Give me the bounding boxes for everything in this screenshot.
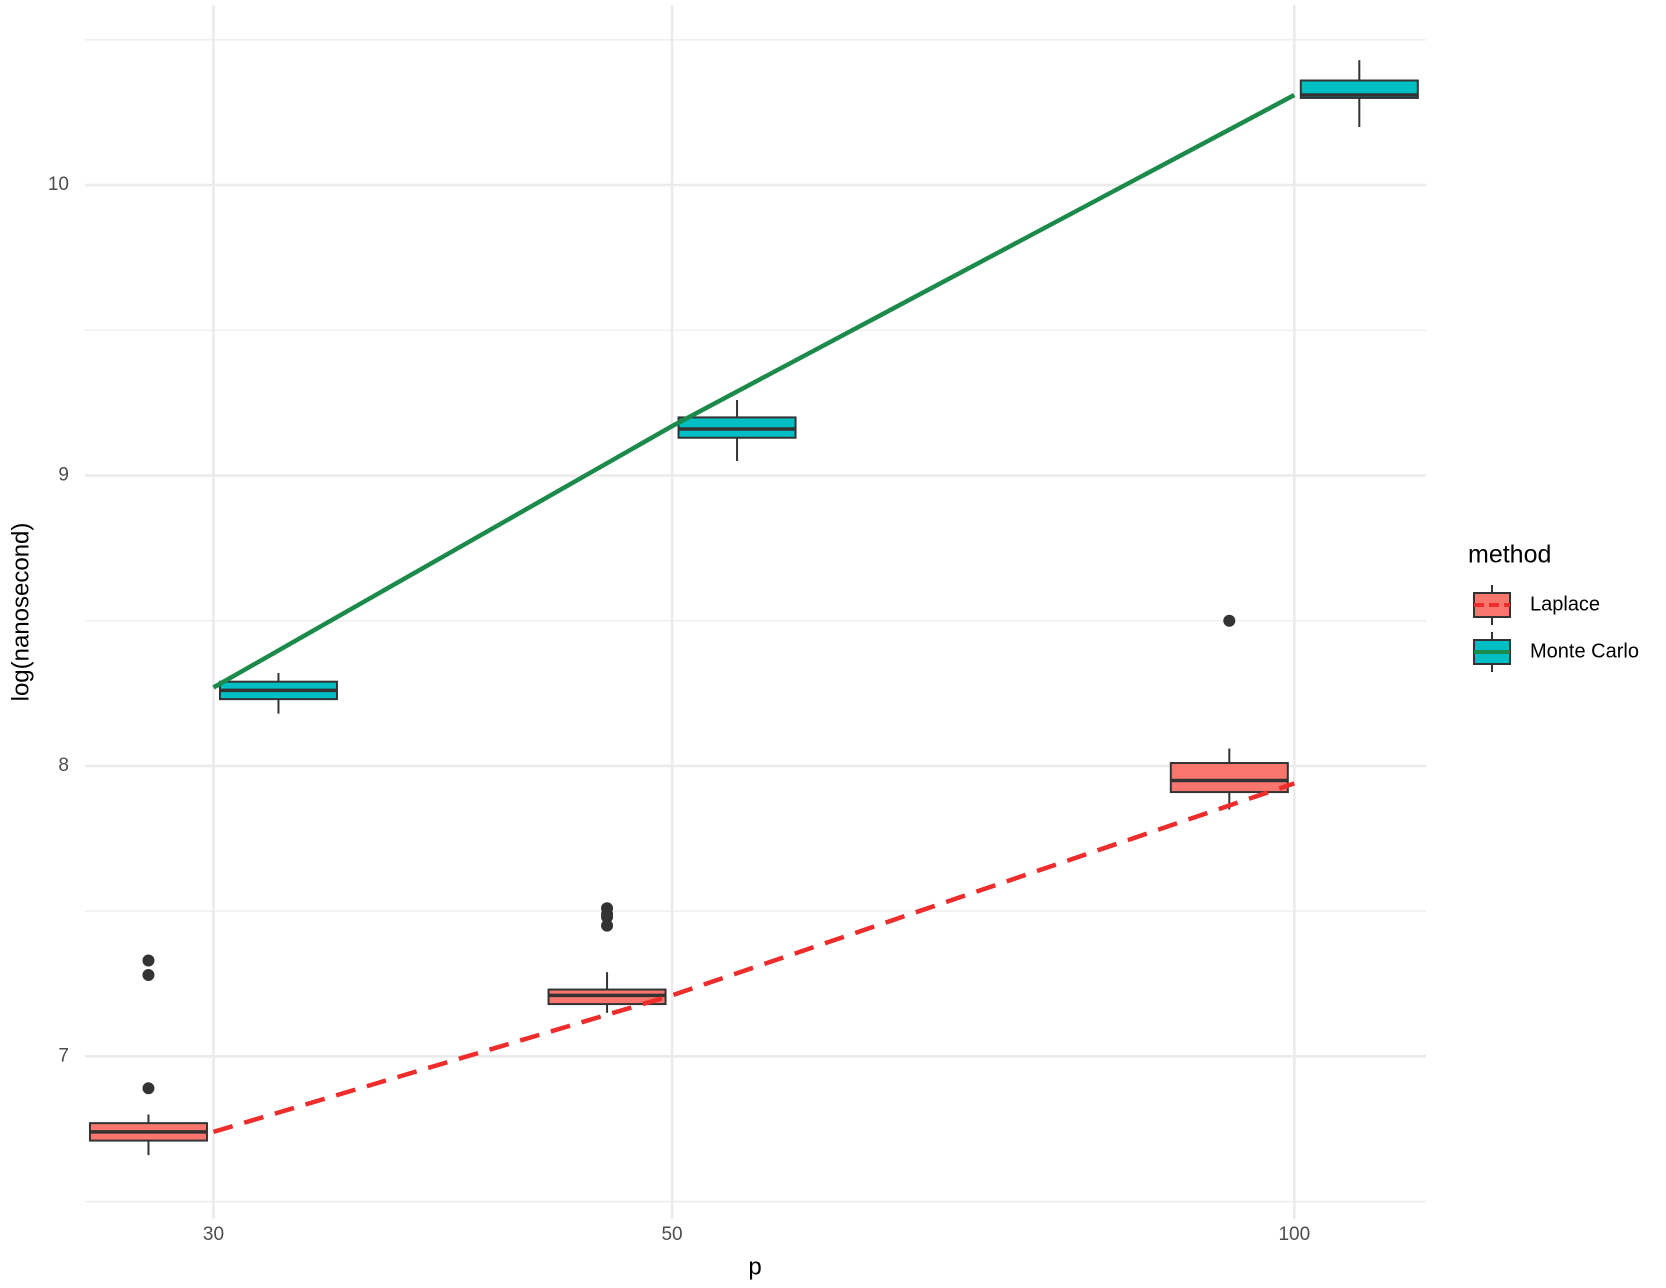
x-axis-title: p (748, 1253, 761, 1280)
x-tick-label: 50 (661, 1224, 682, 1245)
trend-line (212, 93, 1296, 690)
y-tick-label: 8 (58, 755, 69, 776)
grid (85, 5, 1426, 1219)
x-tick-label: 30 (203, 1224, 224, 1245)
x-tick-label: 100 (1278, 1224, 1310, 1245)
box (1169, 762, 1289, 794)
outlier (1223, 614, 1236, 627)
outlier (142, 969, 155, 982)
legend-label: Laplace (1530, 593, 1600, 615)
outlier (601, 910, 614, 923)
trend-line (212, 781, 1296, 1135)
y-axis-title: log(nanosecond) (7, 523, 34, 702)
y-tick-label: 7 (58, 1045, 69, 1066)
y-tick-label: 9 (58, 465, 69, 486)
legend: Laplace Monte Carlo (1473, 585, 1639, 672)
plot-area (88, 60, 1419, 1156)
outlier (601, 919, 614, 932)
y-tick-label: 10 (48, 174, 69, 195)
legend-label: Monte Carlo (1530, 640, 1639, 662)
outlier (142, 954, 155, 967)
outlier (142, 1082, 155, 1095)
legend-title: method (1468, 541, 1551, 569)
